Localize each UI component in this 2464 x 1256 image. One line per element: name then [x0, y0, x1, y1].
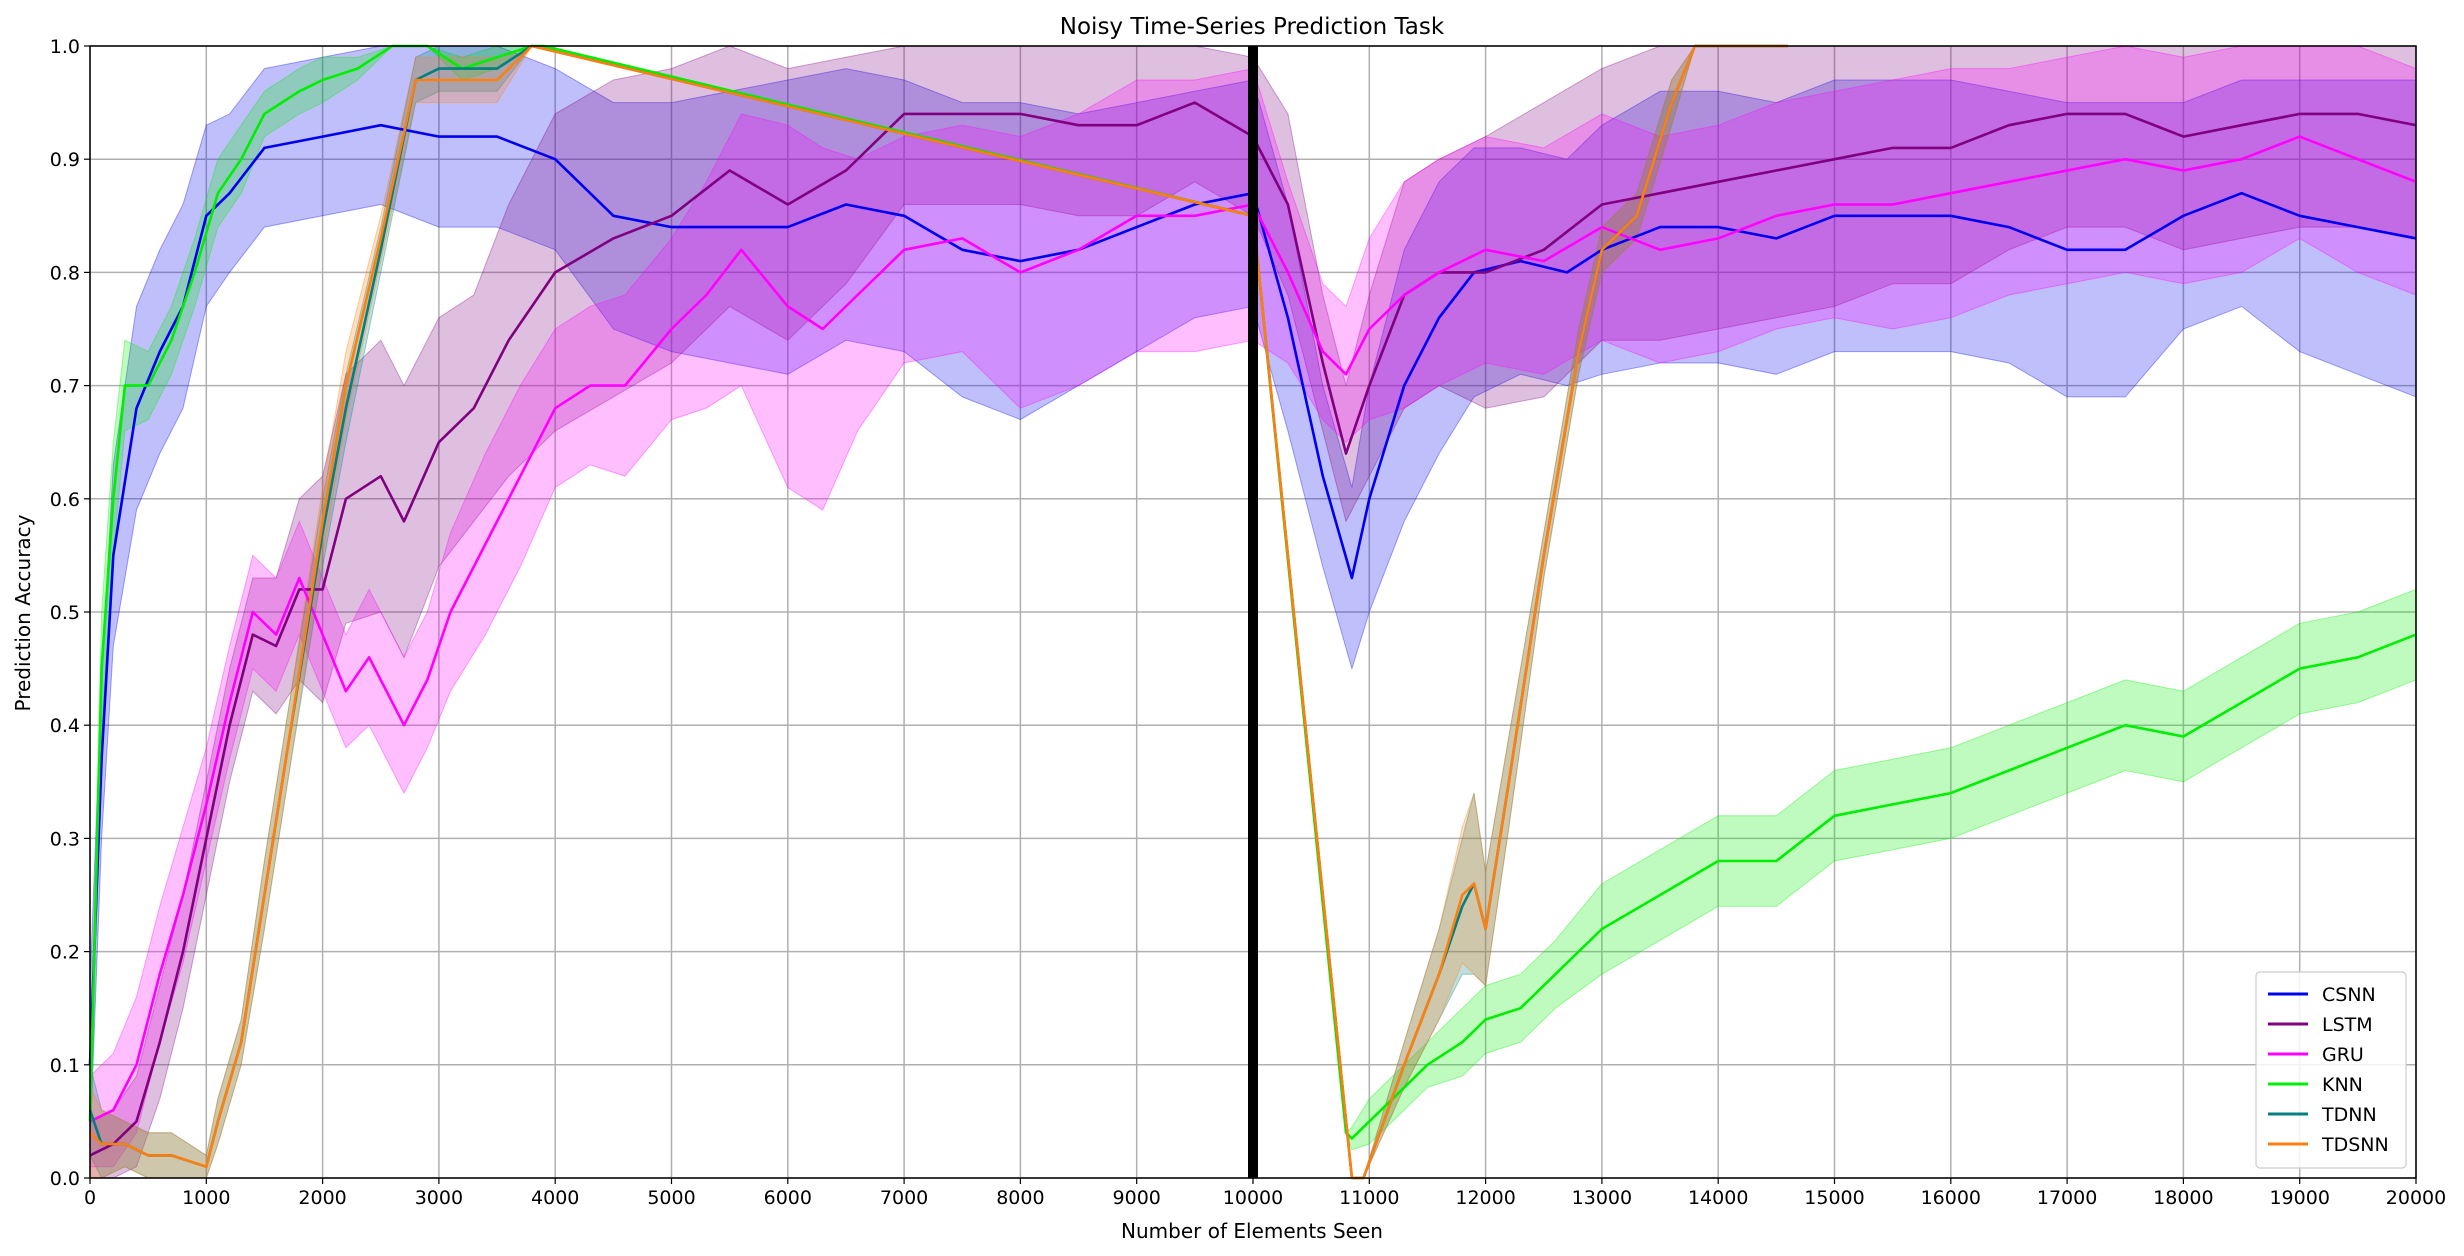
- tdsnn-line: [89, 44, 1788, 1180]
- legend: CSNN LSTM GRU KNN TDNN TDSNN: [2255, 971, 2407, 1169]
- x-tick-label: 16000: [1921, 1187, 1981, 1209]
- y-tick-label: 0.4: [50, 715, 80, 737]
- x-tick-label: 9000: [1113, 1187, 1161, 1209]
- chart-title: Noisy Time-Series Prediction Task: [1060, 14, 1445, 40]
- y-tick-label: 0.1: [50, 1055, 80, 1077]
- legend-box: [2255, 971, 2407, 1169]
- x-tick-label: 7000: [880, 1187, 928, 1209]
- y-axis-ticks: 0.0 0.1 0.2 0.3 0.4 0.5 0.6 0.7 0.8 0.9 1.0: [50, 36, 90, 1190]
- x-tick-label: 14000: [1688, 1187, 1748, 1209]
- y-tick-label: 0.7: [50, 376, 80, 398]
- x-tick-label: 2000: [298, 1187, 346, 1209]
- series-lines: [88, 44, 2417, 1180]
- y-tick-label: 0.2: [50, 942, 80, 964]
- y-axis-label: Prediction Accuracy: [11, 514, 35, 711]
- x-tick-label: 13000: [1572, 1187, 1632, 1209]
- y-tick-label: 0.6: [50, 489, 80, 511]
- y-tick-label: 0.5: [50, 602, 80, 624]
- y-tick-label: 0.3: [50, 828, 80, 850]
- gru-line: [89, 135, 2417, 1123]
- knn-line: [88, 44, 2417, 1140]
- lstm-line: [89, 101, 2417, 1157]
- x-tick-label: 3000: [415, 1187, 463, 1209]
- x-tick-label: 19000: [2269, 1187, 2329, 1209]
- x-tick-label: 5000: [647, 1187, 695, 1209]
- y-tick-label: 0.8: [50, 262, 80, 284]
- x-tick-label: 1000: [182, 1187, 230, 1209]
- legend-label-knn: KNN: [2322, 1074, 2363, 1096]
- x-tick-label: 8000: [996, 1187, 1044, 1209]
- y-tick-label: 1.0: [50, 36, 80, 58]
- x-tick-label: 10000: [1223, 1187, 1283, 1209]
- legend-label-gru: GRU: [2322, 1044, 2364, 1066]
- y-tick-label: 0.9: [50, 149, 80, 171]
- x-tick-label: 4000: [531, 1187, 579, 1209]
- legend-label-lstm: LSTM: [2322, 1014, 2373, 1036]
- x-tick-label: 12000: [1455, 1187, 1515, 1209]
- x-tick-label: 18000: [2153, 1187, 2213, 1209]
- legend-label-tdnn: TDNN: [2321, 1104, 2377, 1126]
- x-axis-ticks: 0 1000 2000 3000 4000 5000 6000 7000 8000 9000 100…: [84, 1178, 2446, 1209]
- y-tick-label: 0.0: [50, 1168, 80, 1190]
- x-axis-label: Number of Elements Seen: [1121, 1219, 1383, 1243]
- x-tick-label: 15000: [1804, 1187, 1864, 1209]
- x-tick-label: 20000: [2386, 1187, 2446, 1209]
- legend-label-csnn: CSNN: [2322, 984, 2376, 1006]
- x-tick-label: 11000: [1339, 1187, 1399, 1209]
- csnn-line: [88, 123, 2417, 1065]
- x-tick-label: 0: [84, 1187, 96, 1209]
- legend-label-tdsnn: TDSNN: [2321, 1134, 2389, 1156]
- x-tick-label: 6000: [764, 1187, 812, 1209]
- x-tick-label: 17000: [2037, 1187, 2097, 1209]
